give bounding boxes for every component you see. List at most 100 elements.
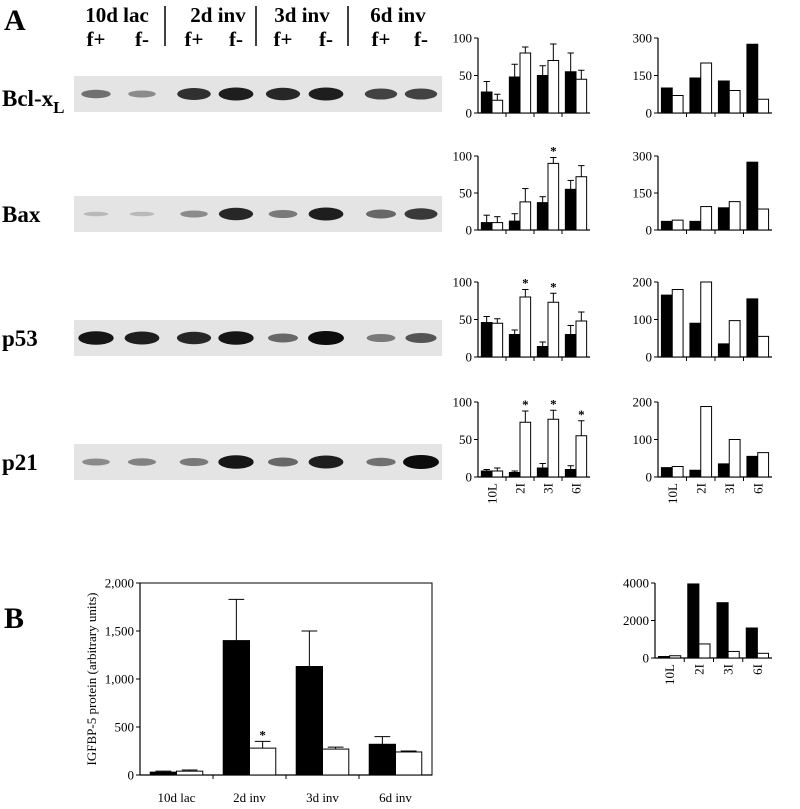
error-bar [483, 316, 490, 323]
bar [480, 222, 493, 231]
x-tick-label: 2I [513, 483, 528, 494]
y-axis-label: IGFBP-5 protein (arbitrary units) [84, 593, 99, 766]
error-bar [494, 216, 501, 223]
condition-header: 3d inv [274, 3, 330, 27]
y-tick-label: 2,000 [105, 576, 134, 591]
significance-label: * [522, 397, 529, 412]
y-tick-label: 0 [643, 651, 650, 666]
bar [249, 747, 277, 776]
bar [746, 455, 759, 478]
bar [519, 296, 532, 358]
x-tick-label: 10L [662, 664, 677, 685]
error-bar [511, 329, 518, 335]
x-tick-label: 6I [750, 664, 765, 675]
bar [671, 466, 684, 478]
bar [480, 470, 493, 478]
significance-label: * [259, 727, 266, 742]
y-tick-label: 300 [633, 31, 653, 46]
bar [660, 220, 673, 231]
bar [564, 188, 577, 231]
bar [727, 650, 740, 659]
condition-header: 2d inv [190, 3, 246, 27]
bar [491, 222, 504, 231]
bar [671, 95, 684, 114]
blot-band [78, 331, 114, 345]
bar [491, 99, 504, 114]
bar [689, 322, 702, 358]
bar [176, 770, 204, 776]
panel-label: A [4, 4, 26, 37]
bar [689, 469, 702, 478]
blot-band [82, 458, 110, 466]
blot-band [179, 458, 209, 466]
bar [295, 666, 324, 776]
bar [700, 62, 713, 114]
error-bar [539, 196, 546, 203]
blot-band [403, 455, 439, 469]
bar [658, 656, 671, 659]
error-bar [511, 470, 518, 473]
error-bar [374, 736, 391, 745]
blot-band [218, 455, 254, 469]
bar [728, 320, 741, 358]
significance-label: * [522, 276, 529, 291]
significance-label: * [578, 407, 585, 422]
y-tick-label: 0 [646, 223, 653, 238]
bar [728, 439, 741, 478]
bar [564, 334, 577, 358]
blot-band [218, 331, 254, 345]
x-tick-label: 3I [721, 664, 736, 675]
y-tick-label: 200 [633, 395, 653, 410]
y-tick-label: 50 [459, 68, 472, 83]
bar [536, 467, 549, 478]
bar [728, 201, 741, 231]
bar [149, 771, 178, 776]
bar [508, 334, 521, 358]
error-bar [494, 93, 501, 101]
lane-label: f+ [372, 27, 391, 51]
blot-band [176, 331, 212, 345]
blot-band [366, 334, 396, 342]
x-tick-label: 3d inv [306, 790, 339, 805]
bar [536, 346, 549, 358]
y-tick-label: 100 [633, 432, 653, 447]
lane-label: f+ [185, 27, 204, 51]
blot-band [81, 89, 111, 99]
y-tick-label: 1,000 [105, 672, 134, 687]
y-tick-label: 0 [646, 350, 653, 365]
x-tick-label: 10L [665, 483, 680, 504]
bar [480, 322, 493, 358]
bar [491, 322, 504, 358]
x-tick-label: 2I [693, 483, 708, 494]
bar [519, 421, 532, 478]
y-tick-label: 50 [459, 432, 472, 447]
significance-label: * [550, 279, 557, 294]
x-tick-label: 10L [485, 483, 500, 504]
y-tick-label: 0 [646, 106, 653, 121]
blot-band [83, 211, 109, 217]
bar [575, 320, 588, 358]
bar [717, 207, 730, 231]
bar [700, 406, 713, 478]
y-tick-label: 0 [646, 470, 653, 485]
x-tick-label: 3I [541, 483, 556, 494]
bar [745, 627, 758, 659]
bar [689, 220, 702, 231]
lane-label: f- [229, 27, 243, 51]
blot-band [180, 210, 208, 218]
condition-header: 6d inv [370, 3, 426, 27]
bar [671, 289, 684, 358]
error-bar [539, 65, 546, 76]
blot-band [218, 87, 254, 101]
bar [536, 75, 549, 114]
error-bar [567, 325, 574, 335]
bar [564, 469, 577, 478]
blot-band [268, 210, 298, 218]
bar [368, 743, 397, 776]
y-tick-label: 100 [453, 149, 473, 164]
bar [547, 162, 560, 231]
lane-label: f- [135, 27, 149, 51]
bar [575, 435, 588, 478]
y-tick-label: 0 [466, 350, 473, 365]
error-bar [400, 750, 417, 752]
